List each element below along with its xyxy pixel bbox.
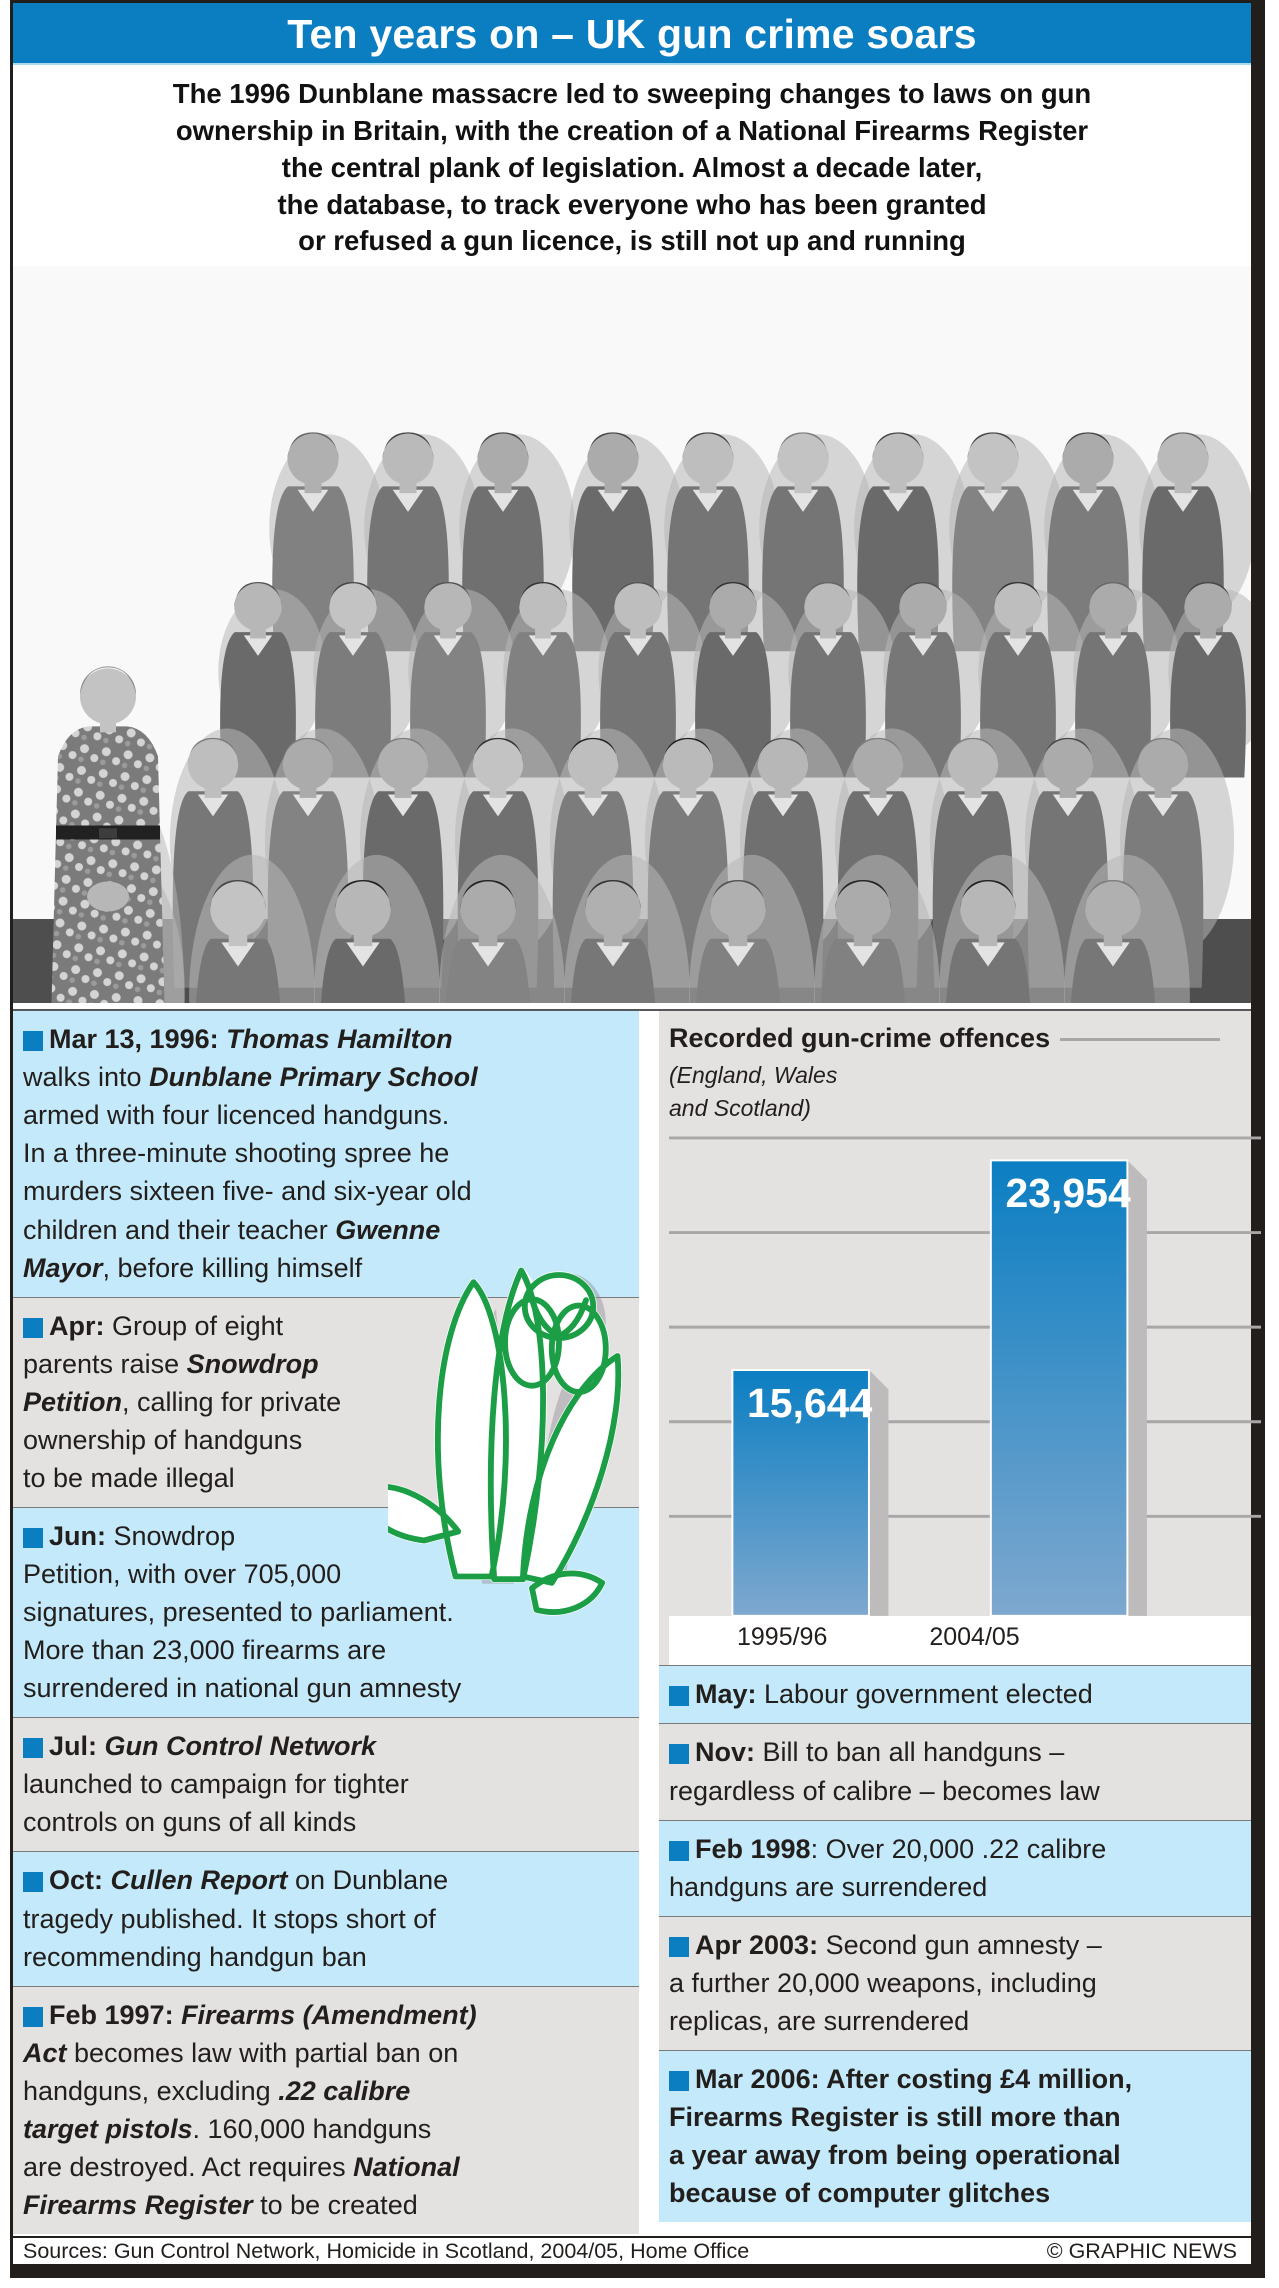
svg-text:23,954: 23,954 — [1005, 1170, 1130, 1216]
svg-text:15,644: 15,644 — [747, 1380, 872, 1426]
